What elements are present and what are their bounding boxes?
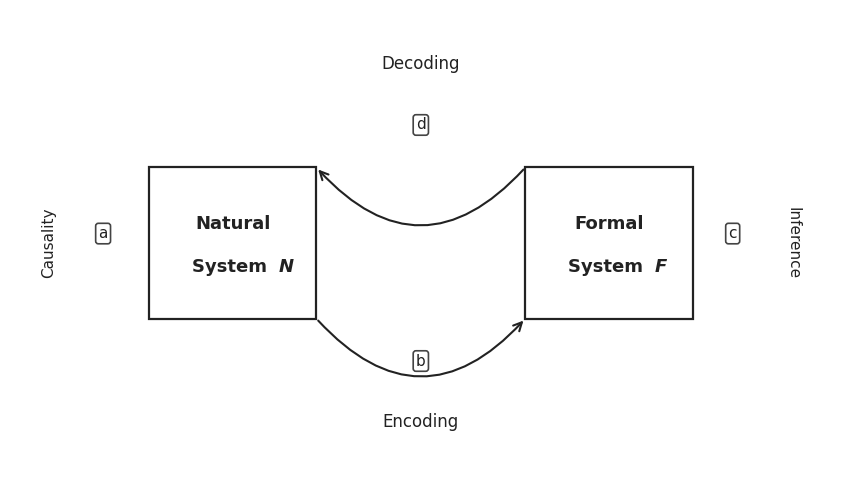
Text: F: F xyxy=(655,258,667,276)
Text: Decoding: Decoding xyxy=(382,54,460,72)
Text: Natural: Natural xyxy=(195,215,270,233)
Text: Encoding: Encoding xyxy=(382,414,459,432)
Text: a: a xyxy=(99,226,108,241)
Text: Formal: Formal xyxy=(575,215,643,233)
Text: System: System xyxy=(569,258,649,276)
FancyArrowPatch shape xyxy=(318,321,522,377)
FancyArrowPatch shape xyxy=(658,188,690,296)
Text: b: b xyxy=(416,353,426,368)
Text: c: c xyxy=(728,226,737,241)
FancyArrowPatch shape xyxy=(151,190,184,298)
Text: System: System xyxy=(192,258,274,276)
Text: N: N xyxy=(279,258,294,276)
Text: Causality: Causality xyxy=(42,208,56,278)
Text: d: d xyxy=(416,118,426,133)
Text: Inference: Inference xyxy=(785,207,801,279)
FancyArrowPatch shape xyxy=(320,170,524,226)
Bar xyxy=(525,168,693,318)
Bar xyxy=(149,168,316,318)
